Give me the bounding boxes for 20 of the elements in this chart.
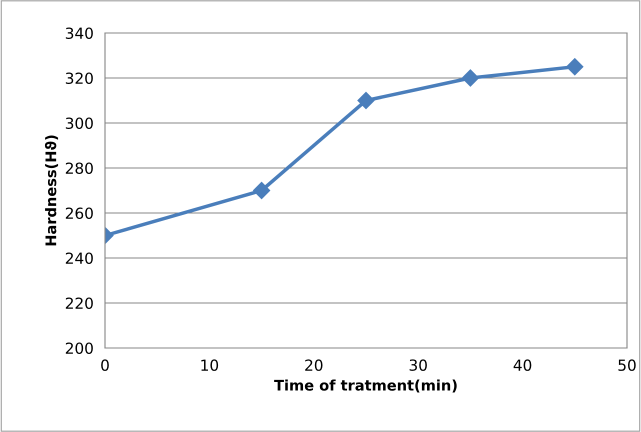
x-axis-title: Time of tratment(min) xyxy=(274,379,457,392)
y-axis-title: Hardness(Hϑ) xyxy=(44,136,58,246)
point xyxy=(357,92,375,110)
y-tick-label: 280 xyxy=(66,162,93,174)
x-tick-label: 50 xyxy=(618,359,636,371)
point xyxy=(462,69,479,87)
x-tick-label: 0 xyxy=(101,359,109,371)
x-tick-label: 20 xyxy=(305,359,323,371)
y-tick-label: 200 xyxy=(66,342,93,354)
y-tick-label: 240 xyxy=(66,252,93,264)
y-tick-label: 220 xyxy=(66,297,93,310)
point xyxy=(566,58,584,76)
y-tick-label: 300 xyxy=(66,117,93,130)
x-tick-label: 40 xyxy=(514,359,532,371)
y-tick-label: 340 xyxy=(66,27,93,40)
y-tick-label: 320 xyxy=(66,72,93,84)
point xyxy=(253,182,270,200)
x-tick-label: 10 xyxy=(201,359,218,371)
y-tick-label: 260 xyxy=(66,207,93,220)
x-tick-label: 30 xyxy=(410,359,427,371)
